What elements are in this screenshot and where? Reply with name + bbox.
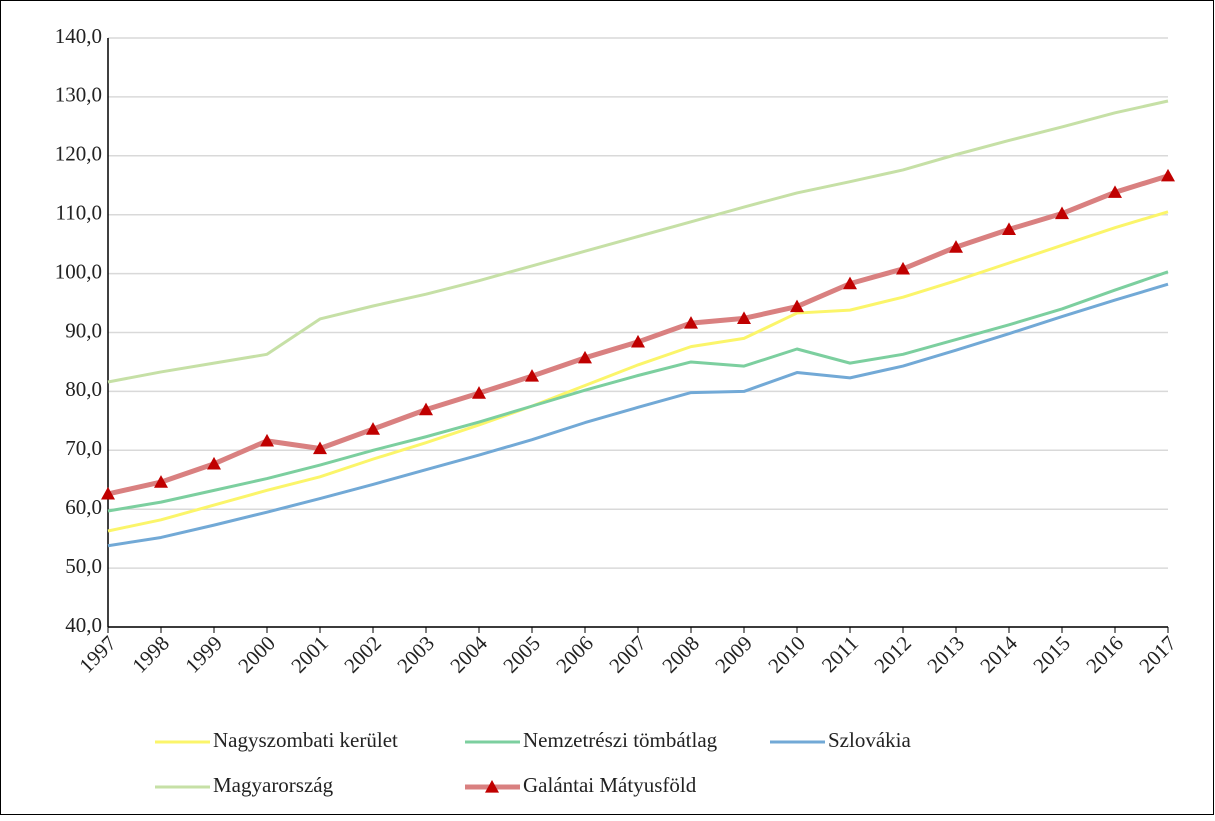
marker xyxy=(843,276,857,290)
marker xyxy=(260,433,274,447)
x-tick-label: 2005 xyxy=(498,631,545,678)
x-tick-label: 2006 xyxy=(551,631,598,678)
marker xyxy=(1108,185,1122,198)
marker xyxy=(472,386,486,399)
legend-label: Magyarország xyxy=(213,773,334,797)
legend-label: Nemzetrészi tömbátlag xyxy=(523,728,718,752)
marker xyxy=(419,402,433,416)
y-tick-label: 120,0 xyxy=(55,142,102,166)
legend-label: Szlovákia xyxy=(828,728,911,752)
x-tick-label: 2016 xyxy=(1081,631,1128,678)
x-tick-label: 2003 xyxy=(392,631,439,678)
marker xyxy=(313,441,327,455)
marker xyxy=(207,456,221,470)
legend-marker xyxy=(485,780,499,793)
x-tick-label: 2009 xyxy=(710,631,757,678)
y-tick-label: 80,0 xyxy=(65,377,102,401)
marker xyxy=(737,311,751,324)
marker xyxy=(896,261,910,275)
x-tick-label: 2000 xyxy=(233,631,280,678)
marker xyxy=(101,486,115,500)
y-tick-label: 100,0 xyxy=(55,259,102,283)
marker xyxy=(154,475,168,488)
x-tick-label: 2017 xyxy=(1134,631,1181,678)
y-tick-label: 50,0 xyxy=(65,554,102,578)
marker xyxy=(578,350,592,364)
x-tick-label: 2012 xyxy=(869,631,916,678)
marker xyxy=(949,240,963,253)
x-tick-label: 2010 xyxy=(763,631,810,678)
x-tick-label: 2002 xyxy=(339,631,386,678)
y-tick-label: 140,0 xyxy=(55,24,102,48)
x-tick-label: 2007 xyxy=(604,631,651,678)
y-tick-label: 130,0 xyxy=(55,83,102,107)
x-tick-label: 2001 xyxy=(286,631,333,678)
marker xyxy=(525,369,539,382)
x-tick-label: 2015 xyxy=(1028,631,1075,678)
marker xyxy=(1002,222,1016,236)
series-line xyxy=(107,210,1169,533)
marker xyxy=(631,334,645,348)
series-line xyxy=(107,270,1169,513)
legend-label: Nagyszombati kerület xyxy=(213,728,398,752)
marker xyxy=(1161,168,1175,182)
x-tick-label: 2011 xyxy=(817,631,863,677)
y-tick-label: 70,0 xyxy=(65,436,102,460)
marker xyxy=(1055,206,1069,220)
x-tick-label: 1997 xyxy=(74,631,121,678)
x-tick-label: 2014 xyxy=(975,631,1022,678)
marker xyxy=(366,422,380,435)
x-tick-label: 1999 xyxy=(180,631,227,678)
x-tick-label: 2008 xyxy=(657,631,704,678)
y-tick-label: 90,0 xyxy=(65,318,102,342)
series-line xyxy=(107,282,1169,548)
x-tick-label: 2013 xyxy=(922,631,969,678)
marker xyxy=(790,299,804,313)
legend-label: Galántai Mátyusföld xyxy=(523,773,697,797)
series-line xyxy=(107,99,1169,384)
y-tick-label: 110,0 xyxy=(56,201,102,225)
x-tick-label: 1998 xyxy=(127,631,174,678)
y-tick-label: 60,0 xyxy=(65,495,102,519)
marker xyxy=(684,316,698,329)
x-tick-label: 2004 xyxy=(445,631,492,678)
y-tick-label: 40,0 xyxy=(65,613,102,637)
